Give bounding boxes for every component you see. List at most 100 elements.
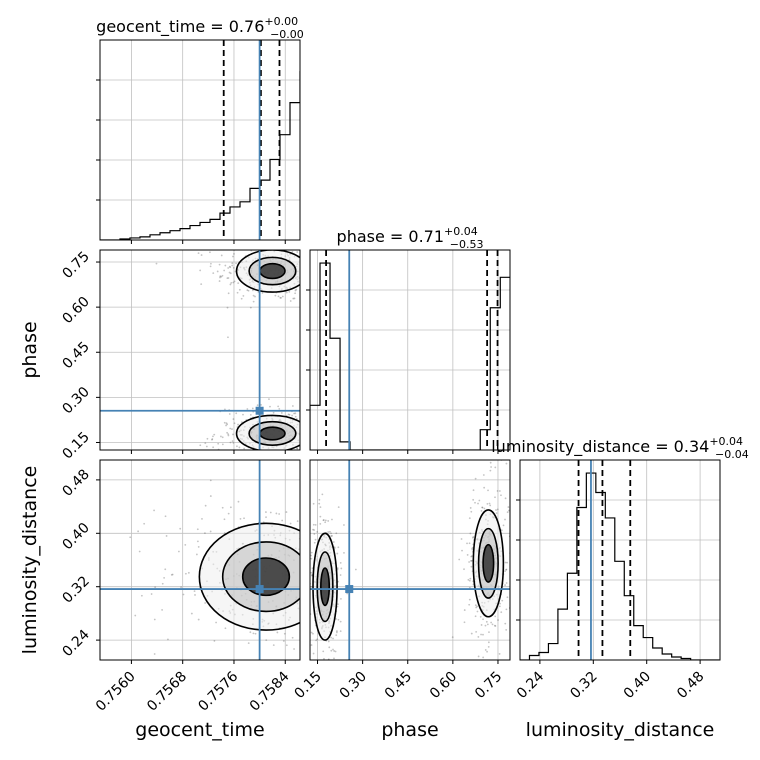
- sample-point: [305, 441, 307, 443]
- sample-point: [496, 508, 499, 511]
- sample-point: [302, 583, 304, 585]
- sample-point: [336, 552, 339, 555]
- sample-point: [327, 520, 330, 522]
- sample-point: [488, 631, 490, 634]
- sample-point: [283, 246, 285, 248]
- sample-point: [285, 644, 288, 647]
- sample-point: [225, 424, 227, 427]
- sample-point: [331, 518, 333, 521]
- sample-point: [187, 571, 190, 574]
- sample-point: [504, 518, 506, 521]
- sample-point: [374, 512, 376, 514]
- sample-point: [228, 413, 231, 415]
- panel-frame: [519, 459, 721, 661]
- axis-label-x-geocent_time: geocent_time: [135, 719, 264, 741]
- sample-point: [318, 251, 320, 253]
- sample-point: [308, 578, 310, 580]
- tick-label-x: 0.7576: [195, 669, 241, 715]
- sample-point: [472, 498, 475, 501]
- sample-point: [244, 454, 246, 456]
- sample-point: [312, 632, 314, 635]
- sample-point: [500, 494, 502, 497]
- sample-point: [221, 436, 224, 439]
- sample-point: [281, 295, 284, 298]
- sample-point: [311, 485, 313, 487]
- sample-point: [470, 632, 473, 635]
- sample-point: [302, 579, 304, 581]
- sample-point: [171, 573, 174, 576]
- tick-label-y: 0.45: [59, 339, 92, 372]
- sample-point: [335, 440, 337, 442]
- sample-point: [274, 244, 276, 246]
- sample-point: [327, 640, 330, 643]
- axis-label-y-luminosity_distance: luminosity_distance: [19, 466, 41, 655]
- sample-point: [217, 442, 220, 445]
- sample-point: [307, 554, 309, 556]
- sample-point: [306, 275, 308, 277]
- sample-point: [330, 649, 333, 652]
- title-lower: −0.00: [270, 28, 304, 41]
- sample-point: [240, 297, 243, 300]
- sample-point: [306, 413, 308, 415]
- sample-point: [323, 252, 325, 254]
- sample-point: [285, 246, 287, 248]
- sample-point: [489, 461, 492, 464]
- sample-point: [358, 414, 360, 416]
- sample-point: [288, 291, 291, 293]
- sample-point: [272, 470, 274, 472]
- truth-marker: [255, 406, 264, 415]
- sample-point: [277, 452, 279, 454]
- sample-point: [244, 455, 246, 457]
- sample-point: [268, 243, 270, 245]
- sample-point: [256, 247, 258, 249]
- sample-point: [494, 496, 496, 499]
- sample-point: [305, 585, 307, 587]
- sample-point: [269, 248, 271, 250]
- sample-point: [211, 438, 214, 440]
- sample-point: [291, 250, 294, 253]
- sample-point: [289, 522, 292, 525]
- sample-point: [229, 266, 232, 269]
- sample-point: [486, 650, 488, 653]
- sample-point: [221, 506, 224, 509]
- sample-point: [332, 425, 334, 427]
- sample-point: [307, 625, 309, 627]
- sample-point: [313, 259, 315, 261]
- sample-point: [321, 493, 324, 496]
- sample-point: [232, 433, 234, 436]
- sample-point: [280, 248, 282, 250]
- sample-point: [311, 550, 313, 552]
- sample-point: [197, 252, 200, 254]
- sample-point: [165, 535, 168, 537]
- sample-point: [209, 495, 212, 497]
- sample-point: [313, 529, 315, 531]
- sample-point: [306, 582, 308, 584]
- sample-point: [281, 519, 284, 522]
- sample-point: [204, 504, 207, 507]
- sample-point: [252, 289, 254, 292]
- sample-point: [216, 270, 219, 273]
- sample-point: [227, 336, 229, 339]
- sample-point: [306, 617, 308, 619]
- sample-point: [305, 541, 307, 543]
- sample-point: [291, 636, 294, 639]
- sample-point: [249, 306, 252, 309]
- sample-point: [485, 620, 488, 623]
- sample-point: [334, 650, 337, 653]
- sample-point: [488, 502, 491, 505]
- sample-point: [227, 434, 230, 437]
- sample-point: [272, 644, 275, 647]
- sample-point: [296, 447, 299, 450]
- sample-point: [310, 557, 313, 560]
- sample-point: [204, 532, 206, 535]
- sample-point: [293, 648, 295, 650]
- sample-point: [332, 637, 334, 640]
- sample-point: [205, 445, 208, 448]
- sample-point: [298, 471, 300, 473]
- sample-point: [305, 272, 307, 274]
- sample-point: [497, 669, 499, 671]
- sample-point: [239, 517, 242, 520]
- sample-point: [315, 247, 317, 249]
- sample-point: [301, 434, 303, 436]
- sample-point: [474, 501, 476, 504]
